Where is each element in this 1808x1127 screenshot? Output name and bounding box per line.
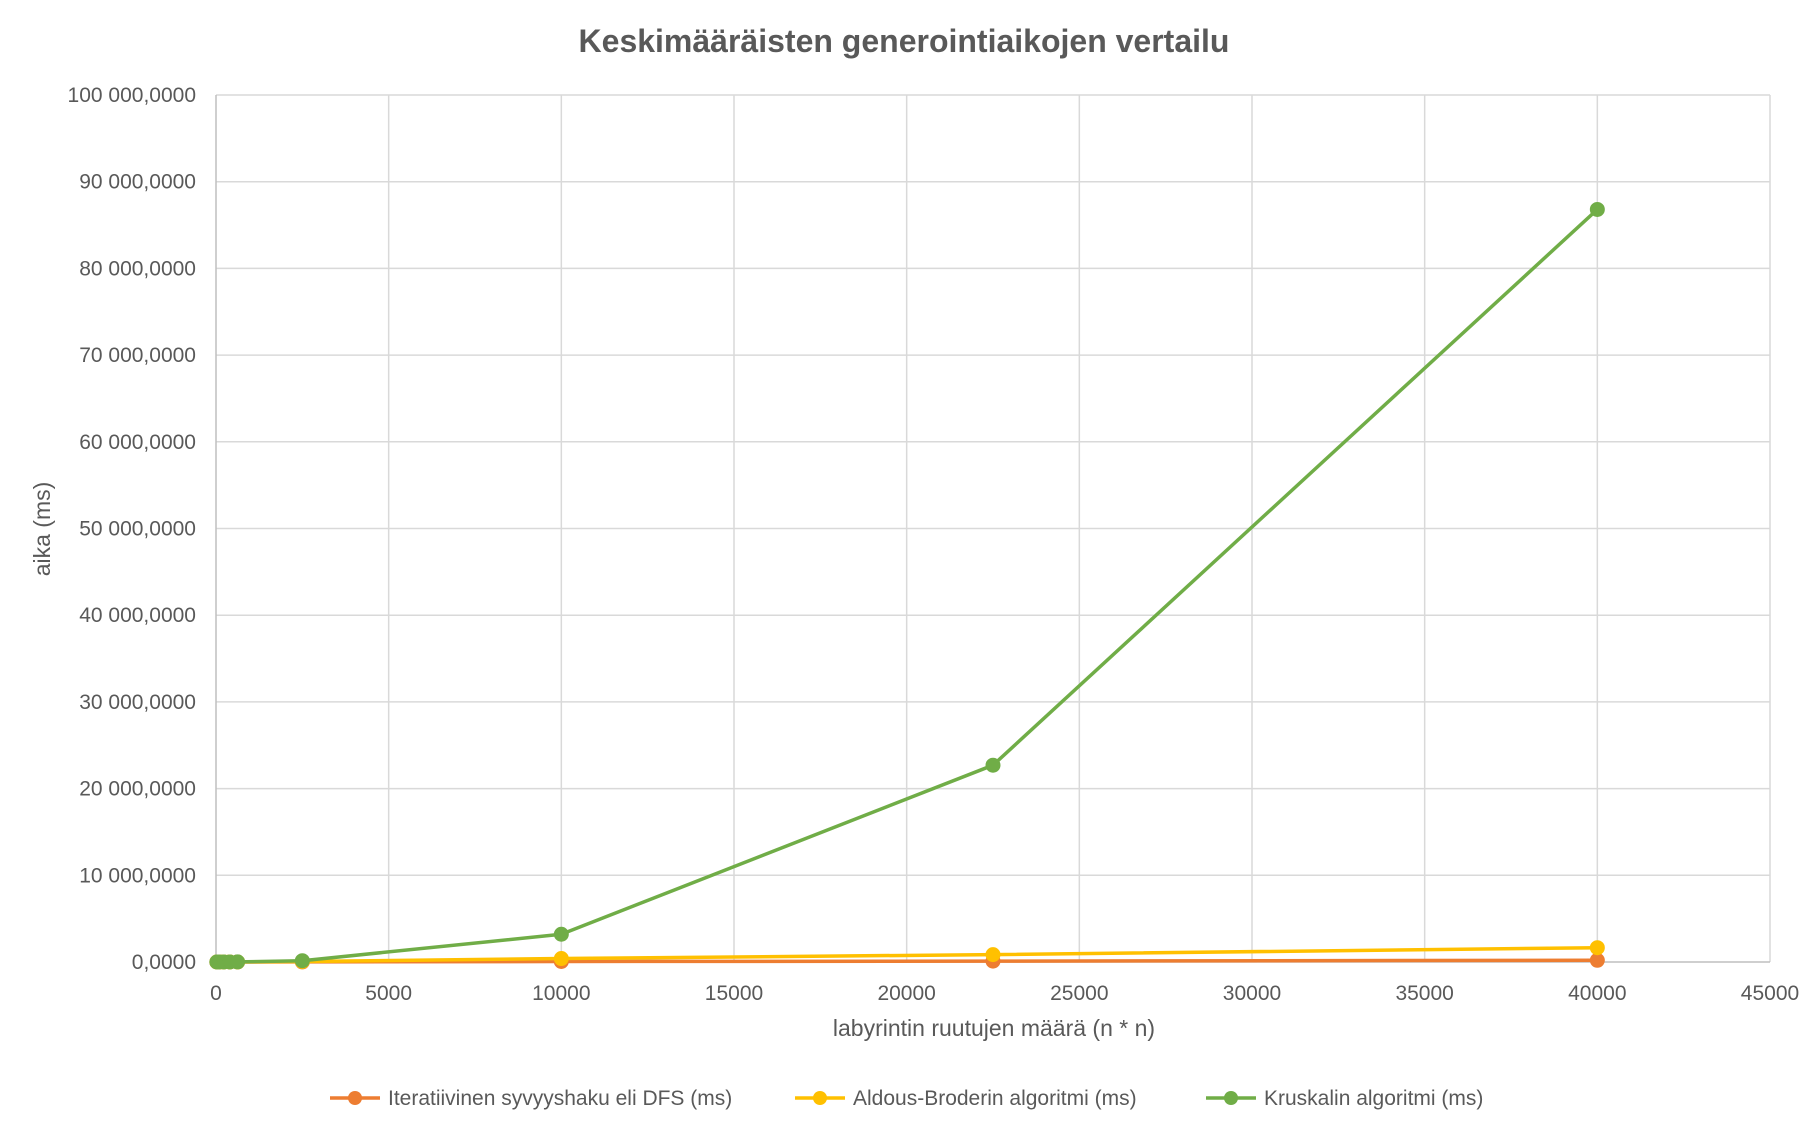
gridlines — [216, 94, 1771, 962]
chart-title: Keskimääräisten generointiaikojen vertai… — [579, 23, 1230, 59]
y-tick-label: 80 000,0000 — [79, 257, 196, 280]
data-point — [1589, 952, 1605, 968]
x-axis-label: labyrintin ruutujen määrä (n * n) — [833, 1015, 1155, 1041]
x-tick-label: 5000 — [365, 982, 412, 1005]
y-tick-label: 20 000,0000 — [79, 778, 196, 801]
legend-marker — [1224, 1091, 1238, 1105]
legend-item: Kruskalin algoritmi (ms) — [1206, 1087, 1483, 1110]
legend-marker — [813, 1091, 827, 1105]
data-point — [985, 947, 1001, 963]
y-tick-label: 90 000,0000 — [79, 171, 196, 194]
axes: 0,0000 10 000,0000 20 000,0000 30 000,0000 4… — [68, 84, 1800, 1005]
data-point — [985, 757, 1001, 773]
y-tick-label: 70 000,0000 — [79, 344, 196, 367]
x-tick-label: 40000 — [1568, 982, 1626, 1005]
y-tick-label: 40 000,0000 — [79, 604, 196, 627]
data-point — [1589, 940, 1605, 956]
series-3 — [209, 201, 1605, 970]
data-point — [1589, 201, 1605, 217]
legend-item: Iteratiivinen syvyyshaku eli DFS (ms) — [330, 1087, 732, 1110]
y-tick-label: 30 000,0000 — [79, 691, 196, 714]
legend-marker — [348, 1091, 362, 1105]
x-tick-label: 10000 — [532, 982, 590, 1005]
y-axis-label: aika (ms) — [29, 482, 55, 577]
data-point — [230, 954, 246, 970]
y-tick-label: 100 000,0000 — [68, 84, 196, 107]
data-series — [209, 201, 1605, 970]
x-tick-label: 30000 — [1223, 982, 1281, 1005]
legend: Iteratiivinen syvyyshaku eli DFS (ms) Ald… — [330, 1087, 1483, 1110]
x-tick-label: 15000 — [705, 982, 763, 1005]
data-point — [553, 926, 569, 942]
data-point — [553, 951, 569, 967]
x-tick-label: 25000 — [1050, 982, 1108, 1005]
y-tick-label: 50 000,0000 — [79, 518, 196, 541]
x-tick-label: 0 — [210, 982, 222, 1005]
data-point — [294, 953, 310, 969]
y-tick-label: 60 000,0000 — [79, 431, 196, 454]
legend-label: Kruskalin algoritmi (ms) — [1264, 1087, 1483, 1110]
legend-label: Aldous-Broderin algoritmi (ms) — [853, 1087, 1137, 1110]
legend-label: Iteratiivinen syvyyshaku eli DFS (ms) — [388, 1087, 732, 1110]
x-tick-label: 45000 — [1741, 982, 1799, 1005]
y-tick-label: 0,0000 — [132, 951, 196, 974]
x-tick-label: 20000 — [877, 982, 935, 1005]
legend-item: Aldous-Broderin algoritmi (ms) — [795, 1087, 1137, 1110]
y-tick-label: 10 000,0000 — [79, 864, 196, 887]
x-tick-label: 35000 — [1395, 982, 1453, 1005]
